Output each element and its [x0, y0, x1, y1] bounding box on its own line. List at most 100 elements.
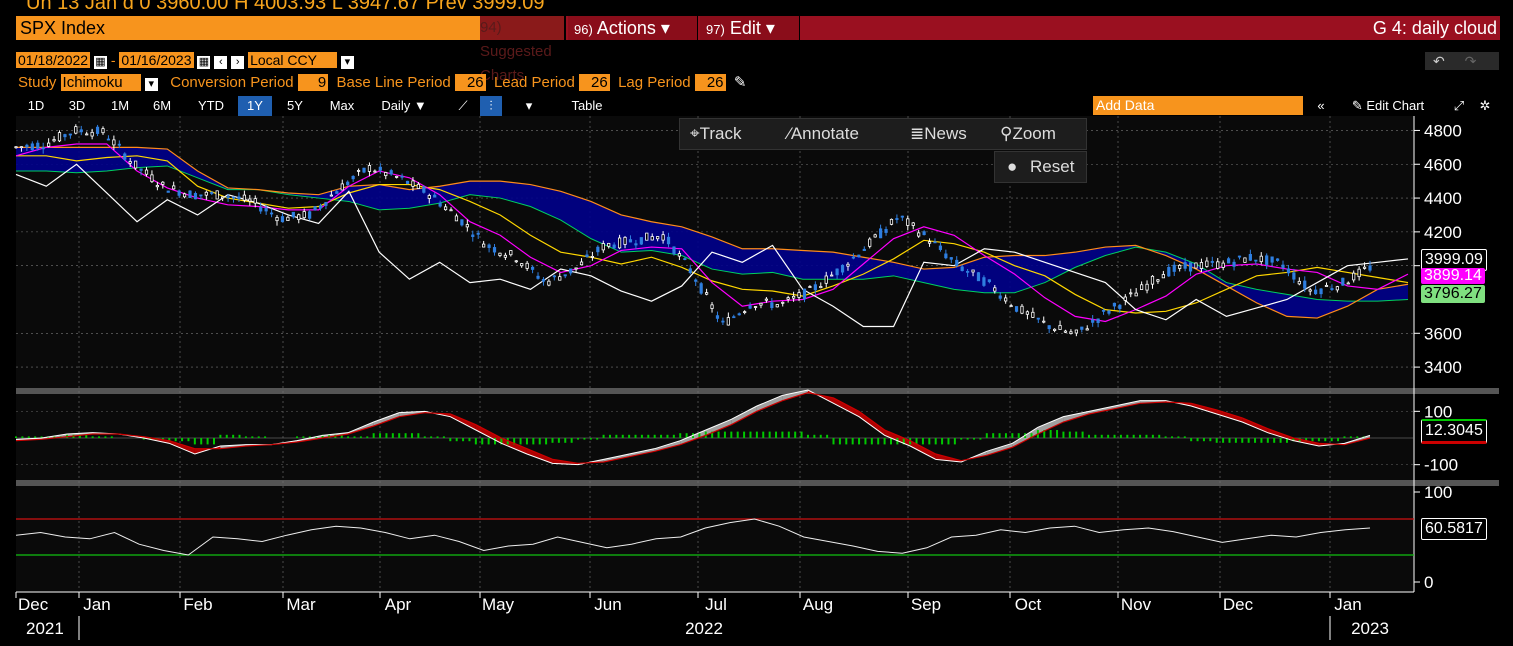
candle-body — [106, 138, 111, 141]
reset-button[interactable]: ● Reset — [994, 151, 1087, 183]
panel-divider[interactable] — [16, 388, 1499, 394]
macd-fill — [756, 395, 783, 412]
candle-body — [1308, 289, 1312, 292]
gear-icon[interactable]: ✲ — [1479, 98, 1491, 113]
candle-body — [982, 277, 986, 286]
frequency-select[interactable]: Daily ▼ — [381, 98, 427, 113]
chart-area[interactable]: 4800460044004200400036003400100-1001000 … — [0, 116, 1513, 646]
period-5y[interactable]: 5Y — [287, 98, 303, 113]
date-range: 01/18/2022 ▦ - 01/16/2023 ▦ ‹ › Local CC… — [16, 52, 354, 69]
candle-body — [835, 268, 839, 276]
candle-body — [1292, 272, 1296, 280]
candle-body — [585, 254, 589, 258]
pencil-icon[interactable]: ✎ — [733, 74, 747, 91]
candle-body — [19, 146, 24, 149]
macd-fill — [654, 440, 681, 452]
candle-body — [471, 234, 475, 237]
chevron-down-icon[interactable]: ▾ — [525, 98, 533, 113]
period-1y[interactable]: 1Y — [238, 96, 272, 116]
prev-arrow-icon[interactable]: ‹ — [214, 56, 228, 69]
currency-select[interactable]: Local CCY — [248, 52, 337, 68]
start-date-field[interactable]: 01/18/2022 — [16, 52, 91, 68]
lead-period-input[interactable]: 26 — [579, 74, 610, 91]
base-period-input[interactable]: 26 — [454, 74, 486, 91]
quote-line: Un 13 Jan d 0 3960.00 H 4003.93 L 3947.6… — [0, 0, 1513, 14]
candle-body — [291, 211, 295, 218]
candle-body — [917, 232, 921, 237]
panel-divider[interactable] — [16, 480, 1499, 486]
calendar-icon[interactable]: ▦ — [197, 56, 211, 69]
candle-chart-icon[interactable]: ⫶ — [480, 96, 502, 116]
period-6m[interactable]: 6M — [152, 98, 172, 113]
candle-body — [558, 276, 562, 281]
macd-tag: 12.3045 — [1421, 419, 1487, 444]
table-button[interactable]: Table — [571, 98, 603, 113]
zoom-button[interactable]: ⚲ Zoom — [1000, 119, 1056, 149]
candle-body — [416, 183, 420, 189]
candle-body — [449, 209, 453, 212]
candle-body — [590, 256, 595, 258]
candle-body — [628, 239, 633, 243]
add-data-input[interactable]: Add Data — [1093, 96, 1303, 115]
macd-fill — [526, 448, 553, 464]
candle-body — [90, 131, 94, 137]
candle-body — [117, 143, 121, 146]
period-ytd[interactable]: YTD — [198, 98, 224, 113]
lag-period-input[interactable]: 26 — [694, 74, 726, 91]
next-arrow-icon[interactable]: › — [231, 56, 245, 69]
candle-body — [1085, 328, 1089, 331]
rsi-panel-bg — [16, 486, 1414, 592]
candle-body — [264, 207, 268, 212]
candle-body — [1009, 305, 1013, 308]
candle-body — [329, 194, 333, 197]
track-button[interactable]: ⌖ Track — [690, 119, 741, 149]
candle-body — [231, 196, 236, 199]
candle-body — [465, 224, 469, 228]
candle-body — [672, 246, 676, 255]
candle-body — [150, 174, 154, 183]
macd-fill — [450, 414, 476, 430]
month-tick-label: Apr — [385, 595, 412, 614]
candle-body — [1352, 272, 1356, 281]
period-1d[interactable]: 1D — [27, 98, 45, 113]
candle-body — [74, 126, 78, 134]
candle-body — [759, 302, 763, 306]
candle-body — [433, 194, 437, 198]
candle-body — [395, 176, 399, 178]
expand-icon[interactable]: ⤢ — [1453, 98, 1465, 113]
candle-body — [1140, 284, 1144, 290]
ticker-field[interactable]: SPX Index — [16, 16, 562, 40]
period-3d[interactable]: 3D — [68, 98, 86, 113]
zoom-label: Zoom — [1012, 124, 1056, 143]
end-date-field[interactable]: 01/16/2023 — [119, 52, 194, 68]
collapse-icon[interactable]: « — [1317, 98, 1325, 113]
candle-body — [851, 256, 856, 259]
chevron-down-icon[interactable]: ▾ — [144, 78, 158, 91]
study-select[interactable]: Ichimoku — [60, 74, 141, 91]
suggested-charts-button[interactable]: 94) Suggested Charts — [480, 16, 564, 84]
annotate-button[interactable]: ⁄ Annotate — [788, 119, 859, 149]
candle-body — [906, 218, 910, 226]
calendar-icon[interactable]: ▦ — [93, 56, 107, 69]
line-chart-icon[interactable]: ⟋ — [458, 98, 468, 113]
chevron-down-icon[interactable]: ▾ — [340, 56, 354, 69]
macd-fill — [629, 448, 655, 457]
redo-icon[interactable]: ↷ — [1464, 53, 1477, 69]
undo-icon[interactable]: ↶ — [1433, 53, 1445, 69]
candle-body — [221, 196, 225, 199]
conversion-period-input[interactable]: 9 — [297, 74, 329, 91]
period-max[interactable]: Max — [329, 98, 355, 113]
candle-body — [378, 166, 382, 171]
candle-body — [993, 287, 997, 292]
news-button[interactable]: ≣ News — [910, 119, 967, 149]
candle-body — [1368, 265, 1372, 271]
period-1m[interactable]: 1M — [110, 98, 130, 113]
candle-body — [634, 243, 638, 246]
edit-chart-button[interactable]: ✎ Edit Chart — [1351, 98, 1425, 113]
macd-fill — [373, 412, 400, 426]
candle-body — [335, 191, 339, 194]
candle-body — [612, 244, 616, 249]
edit-button[interactable]: 97) Edit ▾ — [700, 16, 800, 40]
actions-button[interactable]: 96) Actions ▾ — [568, 16, 698, 40]
candle-body — [215, 190, 219, 200]
